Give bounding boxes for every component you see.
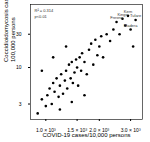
svg-text:10: 10 xyxy=(16,64,22,70)
svg-text:Madera: Madera xyxy=(124,23,138,28)
svg-text:R² = 0.314p<0.01: R² = 0.314p<0.01 xyxy=(35,8,55,19)
svg-text:3.0 × 10³: 3.0 × 10³ xyxy=(120,127,141,134)
svg-text:Coccidioidomycosis cases/100,0: Coccidioidomycosis cases/100,000 persons xyxy=(3,0,16,62)
svg-text:Kern: Kern xyxy=(123,9,133,15)
svg-text:Tulare: Tulare xyxy=(130,13,142,18)
svg-text:COVID-19 cases/10,000 persons: COVID-19 cases/10,000 persons xyxy=(42,132,130,138)
svg-text:1.0 × 10³: 1.0 × 10³ xyxy=(35,127,56,134)
svg-text:Kings: Kings xyxy=(117,12,128,17)
html-text:1.5 × 10³ 2.0 × 10³: 1.5 × 10³ 2.0 × 10³ xyxy=(67,127,110,134)
svg-text:3: 3 xyxy=(19,101,22,107)
svg-text:30: 30 xyxy=(16,31,22,37)
svg-text:Fresno: Fresno xyxy=(110,15,123,21)
